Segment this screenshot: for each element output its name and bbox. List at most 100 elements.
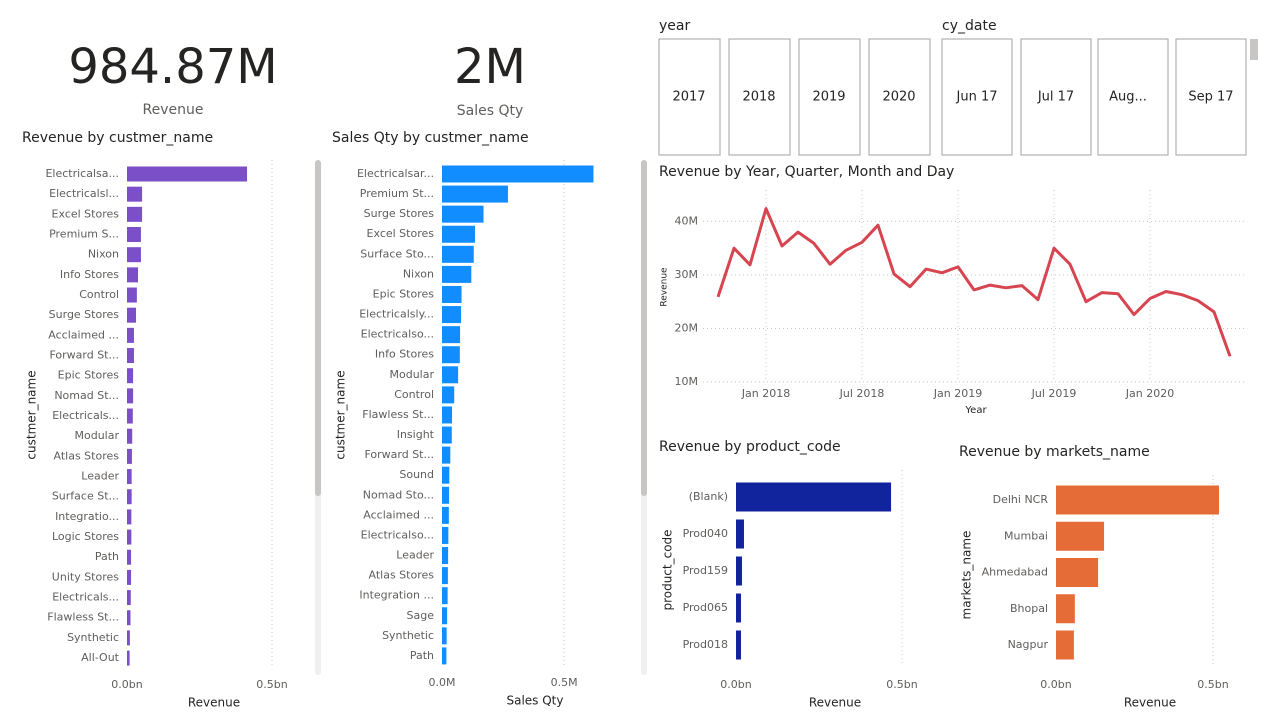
y-tick-label: Modular bbox=[75, 429, 120, 442]
y-tick-label: Insight bbox=[397, 428, 435, 441]
y-tick-label: Premium S... bbox=[49, 228, 119, 241]
bar bbox=[127, 489, 132, 505]
slicer-item: 2020 bbox=[882, 90, 915, 105]
slicer-button[interactable] bbox=[868, 38, 931, 156]
y-tick-label: Ahmedabad bbox=[982, 566, 1048, 579]
axis-title: custmer_name bbox=[334, 370, 348, 459]
y-tick-label: Surge Stores bbox=[364, 207, 435, 220]
bar bbox=[442, 567, 448, 585]
scrollbar[interactable] bbox=[315, 160, 321, 496]
scrollbar[interactable] bbox=[641, 160, 647, 496]
y-tick-label: 30M bbox=[675, 268, 699, 281]
bar bbox=[127, 408, 133, 424]
slicer-item: Jul 17 bbox=[1037, 90, 1074, 105]
y-tick-label: Leader bbox=[81, 470, 119, 483]
y-tick-label: Electricalsar... bbox=[357, 167, 434, 180]
x-tick-label: Jan 2018 bbox=[741, 387, 790, 400]
bar bbox=[442, 446, 451, 464]
y-tick-label: Integration ... bbox=[359, 589, 434, 602]
bar bbox=[1056, 558, 1099, 587]
bar bbox=[127, 166, 248, 182]
y-tick-label: Leader bbox=[396, 549, 434, 562]
bar bbox=[442, 225, 475, 243]
bar bbox=[127, 307, 136, 323]
slicer-item: Jun 17 bbox=[956, 90, 998, 105]
slicer-button[interactable] bbox=[1175, 38, 1247, 156]
y-tick-label: Path bbox=[410, 649, 434, 662]
axis-title: Revenue bbox=[1124, 696, 1176, 710]
y-tick-label: Electricals... bbox=[52, 591, 119, 604]
y-tick-label: Integratio... bbox=[55, 510, 119, 523]
bar bbox=[442, 185, 508, 203]
bar bbox=[442, 587, 448, 605]
axis-title: custmer_name bbox=[25, 370, 39, 459]
bar bbox=[442, 285, 462, 303]
y-tick-label: Delhi NCR bbox=[993, 493, 1049, 506]
slicer-button[interactable] bbox=[1020, 38, 1092, 156]
slicer-item: 2019 bbox=[812, 90, 845, 105]
axis-title: Sales Qty bbox=[506, 694, 563, 708]
y-tick-label: Modular bbox=[390, 368, 435, 381]
y-tick-label: Flawless St... bbox=[362, 408, 434, 421]
bar bbox=[127, 287, 137, 303]
y-tick-label: Epic Stores bbox=[58, 369, 120, 382]
y-tick-label: Info Stores bbox=[60, 268, 119, 281]
slicer-button[interactable] bbox=[941, 38, 1013, 156]
y-tick-label: 10M bbox=[675, 375, 699, 388]
slicer-button[interactable] bbox=[658, 38, 721, 156]
bar bbox=[736, 519, 744, 549]
x-tick-label: Jul 2019 bbox=[1031, 387, 1077, 400]
bar bbox=[127, 368, 134, 384]
y-tick-label: Excel Stores bbox=[367, 227, 435, 240]
y-tick-label: Nomad Sto... bbox=[363, 488, 434, 501]
bar bbox=[127, 448, 132, 464]
x-tick-label: 0.0bn bbox=[111, 678, 142, 691]
y-tick-label: (Blank) bbox=[689, 490, 728, 503]
card-label: Sales Qty bbox=[457, 103, 524, 119]
y-tick-label: Unity Stores bbox=[52, 570, 119, 583]
x-tick-label: 0.5bn bbox=[256, 678, 287, 691]
bar bbox=[442, 366, 459, 384]
y-tick-label: Control bbox=[394, 388, 434, 401]
bar bbox=[127, 569, 132, 585]
y-tick-label: Electricals... bbox=[52, 409, 119, 422]
slicer-button[interactable] bbox=[728, 38, 791, 156]
x-tick-label: 0.0bn bbox=[1040, 678, 1071, 691]
slicer-title: cy_date bbox=[942, 18, 997, 34]
slicer-button[interactable] bbox=[798, 38, 861, 156]
y-tick-label: Nomad St... bbox=[54, 389, 119, 402]
axis-title: Year bbox=[964, 405, 987, 416]
bar bbox=[736, 482, 892, 512]
bar bbox=[127, 509, 132, 525]
y-tick-label: Mumbai bbox=[1004, 529, 1048, 542]
slicer-title: year bbox=[659, 18, 690, 34]
bar bbox=[736, 556, 742, 586]
card-value: 2M bbox=[454, 39, 526, 95]
bar bbox=[442, 486, 450, 504]
slicer-button[interactable] bbox=[1097, 38, 1169, 156]
y-tick-label: Electricalso... bbox=[361, 528, 434, 541]
y-tick-label: Sage bbox=[407, 609, 435, 622]
slicer-item: 2017 bbox=[672, 90, 705, 105]
y-tick-label: Excel Stores bbox=[52, 207, 120, 220]
scrollbar[interactable] bbox=[1250, 39, 1258, 60]
bar bbox=[442, 386, 455, 404]
bar bbox=[442, 506, 449, 524]
axis-title: Revenue bbox=[660, 267, 670, 307]
bar bbox=[127, 348, 134, 364]
y-tick-label: Forward St... bbox=[49, 349, 119, 362]
y-tick-label: Flawless St... bbox=[47, 611, 119, 624]
y-tick-label: Nixon bbox=[403, 267, 434, 280]
axis-title: Revenue bbox=[809, 696, 861, 710]
bar bbox=[442, 265, 472, 283]
chart-title: Revenue by Year, Quarter, Month and Day bbox=[659, 164, 954, 180]
bar bbox=[442, 326, 461, 344]
chart-title: Revenue by markets_name bbox=[959, 444, 1150, 460]
bar bbox=[442, 245, 474, 263]
axis-title: product_code bbox=[661, 529, 675, 610]
bar bbox=[127, 610, 131, 626]
chart-title: Sales Qty by custmer_name bbox=[332, 130, 529, 146]
card-label: Revenue bbox=[143, 102, 204, 118]
y-tick-label: Atlas Stores bbox=[54, 449, 120, 462]
y-tick-label: Atlas Stores bbox=[369, 569, 435, 582]
